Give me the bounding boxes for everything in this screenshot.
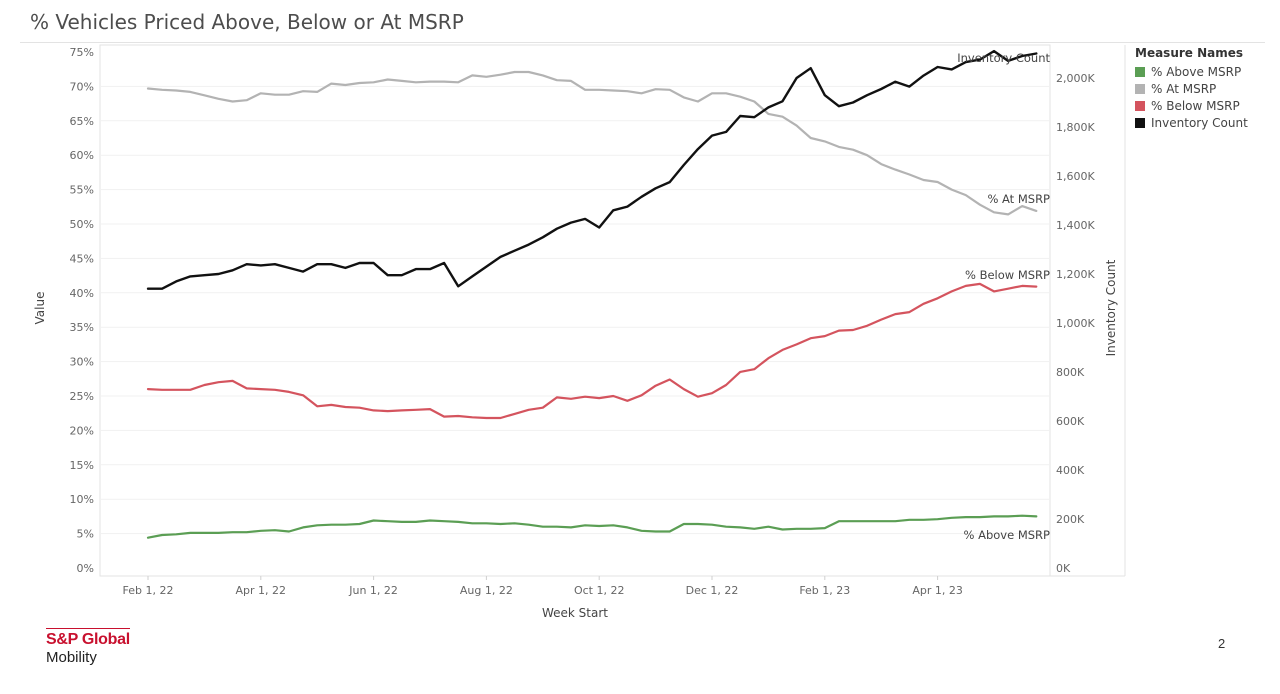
company-logo: S&P Global Mobility — [46, 628, 130, 667]
x-tick-label: Apr 1, 22 — [236, 584, 287, 597]
series-line-at-msrp — [146, 70, 1038, 216]
legend-swatch-above — [1135, 66, 1145, 77]
y-tick-label: 50% — [70, 218, 94, 231]
y-axis-left-title: Value — [33, 292, 47, 325]
legend-item-below[interactable]: % Below MSRP — [1135, 97, 1248, 114]
y-tick-label: 45% — [70, 252, 94, 265]
x-tick-label: Feb 1, 23 — [799, 584, 850, 597]
y-tick-label: 65% — [70, 115, 94, 128]
y2-tick-label: 1,200K — [1056, 268, 1095, 281]
y-tick-label: 60% — [70, 149, 94, 162]
logo-sub-text: Mobility — [46, 649, 97, 666]
x-tick-label: Oct 1, 22 — [574, 584, 625, 597]
legend-swatch-below — [1135, 100, 1145, 111]
y-tick-label: 25% — [70, 390, 94, 403]
y-tick-label: 75% — [70, 46, 94, 59]
y2-tick-label: 1,000K — [1056, 317, 1095, 330]
y2-tick-label: 1,400K — [1056, 219, 1095, 232]
legend-item-at[interactable]: % At MSRP — [1135, 80, 1248, 97]
legend-label-below: % Below MSRP — [1151, 98, 1240, 113]
series-line-above-msrp — [146, 514, 1038, 539]
y-tick-label: 30% — [70, 356, 94, 369]
series-label-inventory-count: Inventory Count — [957, 51, 1050, 65]
y-tick-label: 0% — [77, 562, 94, 575]
y-tick-label: 10% — [70, 493, 94, 506]
y2-tick-label: 600K — [1056, 415, 1085, 428]
x-tick-label: Apr 1, 23 — [912, 584, 963, 597]
legend-swatch-inventory — [1135, 117, 1145, 128]
series-label-below-msrp: % Below MSRP — [965, 268, 1050, 282]
y2-tick-label: 1,800K — [1056, 121, 1095, 134]
series-line-inventory-count — [146, 49, 1038, 290]
series-end-labels: % At MSRP % Below MSRP % Above MSRP Invento… — [957, 51, 1050, 542]
gridlines — [99, 44, 1126, 577]
y-axis-left-ticks: 75% 70% 65% 60% 55% 50% 45% 40% 35% 30% 25% 20% 15% 1… — [70, 46, 94, 575]
y2-tick-label: 400K — [1056, 464, 1085, 477]
y-axis-right-title: Inventory Count — [1104, 259, 1118, 356]
chart-title: % Vehicles Priced Above, Below or At MSR… — [30, 10, 464, 34]
series-line-below-msrp — [146, 282, 1038, 420]
y-tick-label: 5% — [77, 528, 94, 541]
legend-item-inventory[interactable]: Inventory Count — [1135, 114, 1248, 131]
y-tick-label: 70% — [70, 80, 94, 93]
legend-label-at: % At MSRP — [1151, 81, 1217, 96]
x-tick-label: Jun 1, 22 — [348, 584, 398, 597]
y2-tick-label: 1,600K — [1056, 170, 1095, 183]
y2-tick-label: 2,000K — [1056, 72, 1095, 85]
legend-item-above[interactable]: % Above MSRP — [1135, 63, 1248, 80]
legend: Measure Names % Above MSRP % At MSRP % B… — [1135, 46, 1248, 131]
page-number: 2 — [1218, 636, 1226, 651]
logo-rule — [46, 628, 130, 629]
legend-swatch-at — [1135, 83, 1145, 94]
x-axis-title: Week Start — [542, 606, 608, 620]
y-tick-label: 35% — [70, 321, 94, 334]
y-axis-right-ticks: 2,000K 1,800K 1,600K 1,400K 1,200K 1,000K 800K… — [1056, 72, 1095, 575]
y2-tick-label: 200K — [1056, 513, 1085, 526]
x-axis-ticks: Feb 1, 22 Apr 1, 22 Jun 1, 22 Aug 1, 22 Oct … — [123, 576, 963, 597]
title-divider — [20, 42, 1265, 43]
logo-main-text: S&P Global — [46, 631, 130, 648]
series-label-above-msrp: % Above MSRP — [964, 528, 1051, 542]
x-tick-label: Aug 1, 22 — [460, 584, 513, 597]
legend-label-inventory: Inventory Count — [1151, 115, 1248, 130]
series-label-at-msrp: % At MSRP — [987, 192, 1050, 206]
y-tick-label: 40% — [70, 287, 94, 300]
legend-label-above: % Above MSRP — [1151, 64, 1242, 79]
legend-title: Measure Names — [1135, 46, 1244, 60]
series-lines — [146, 49, 1038, 539]
y-tick-label: 20% — [70, 424, 94, 437]
x-tick-label: Feb 1, 22 — [123, 584, 174, 597]
x-tick-label: Dec 1, 22 — [686, 584, 739, 597]
y-tick-label: 55% — [70, 184, 94, 197]
plot-frame — [99, 44, 1051, 577]
y2-tick-label: 800K — [1056, 366, 1085, 379]
y-tick-label: 15% — [70, 459, 94, 472]
y2-tick-label: 0K — [1056, 562, 1071, 575]
